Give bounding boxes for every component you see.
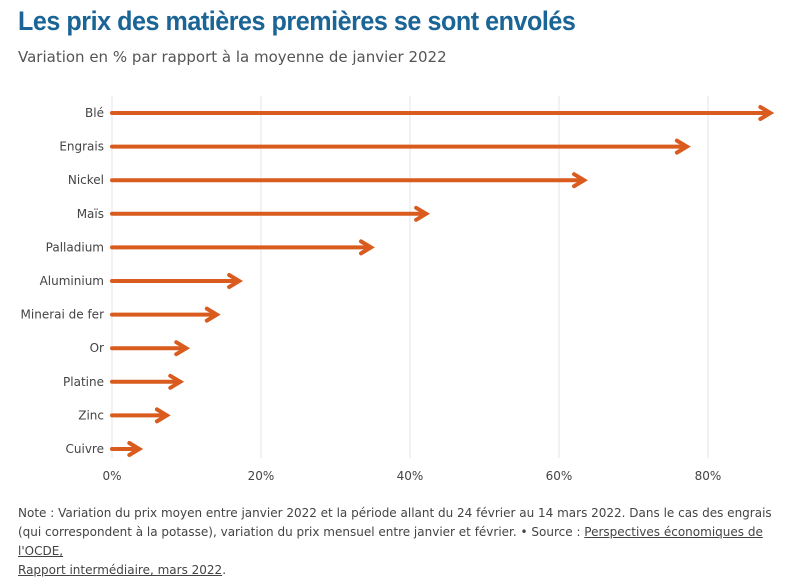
note-end: . [222,563,227,577]
source-link-2[interactable]: Rapport intermédiaire, mars 2022 [18,563,223,577]
x-tick-label: 80% [695,469,722,483]
category-label: Maïs [77,207,104,221]
category-label: Blé [85,106,104,120]
category-label: Zinc [78,408,104,422]
category-label: Palladium [46,240,104,254]
category-label: Or [90,341,104,355]
x-tick-label: 20% [248,469,275,483]
chart-title: Les prix des matières premières se sont … [18,6,576,36]
category-label: Engrais [59,140,104,154]
arrow-head [174,340,191,357]
category-label: Aluminium [40,274,104,288]
arrow-head [204,306,221,323]
arrow-head [758,105,775,121]
x-tick-label: 40% [397,469,424,483]
note-text: Note : Variation du prix moyen entre jan… [18,506,772,539]
category-label: Platine [63,375,104,389]
arrow-chart: 0% 20% 40% 60% 80% Blé Engrais Nickel Maïs Pallad… [21,96,775,483]
x-tick-label: 0% [102,469,121,483]
category-label: Nickel [68,173,104,187]
arrow-head [674,138,691,155]
x-tick-label: 60% [546,469,573,483]
arrow-head [359,239,375,256]
footnote: Note : Variation du prix moyen entre jan… [18,504,778,580]
category-label: Cuivre [66,442,104,456]
arrow-head [572,172,588,189]
arrow-head [414,205,431,222]
arrow-head [127,441,144,457]
arrow-head [227,273,244,289]
chart-subtitle: Variation en % par rapport à la moyenne … [18,48,447,66]
category-label: Minerai de fer [21,308,105,322]
source-link[interactable]: Perspectives économiques de l'OCDE, [18,525,763,558]
arrow-head [168,373,185,390]
arrow-head [154,407,171,424]
